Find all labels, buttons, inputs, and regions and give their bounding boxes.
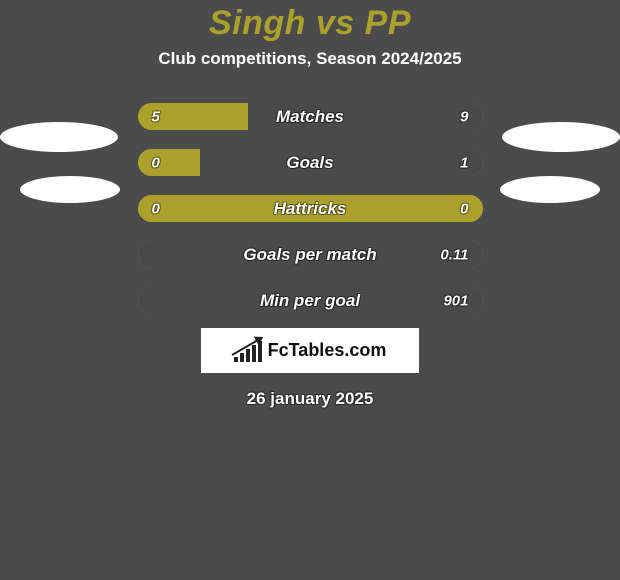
stat-value-right: 901 — [443, 292, 468, 309]
stat-value-left: 0 — [152, 200, 160, 217]
stat-label: Goals — [286, 153, 333, 173]
bar-chart-icon — [234, 340, 262, 362]
stat-label: Hattricks — [274, 199, 347, 219]
season-subtitle: Club competitions, Season 2024/2025 — [158, 49, 461, 69]
stat-value-right: 1 — [460, 154, 468, 171]
snapshot-date: 26 january 2025 — [247, 389, 374, 409]
stat-value-left: 5 — [152, 108, 160, 125]
stat-label: Matches — [276, 107, 344, 127]
stat-label: Min per goal — [260, 291, 360, 311]
stat-row: Min per goal 901 — [0, 287, 620, 314]
side-ellipse-right_inner — [500, 176, 600, 203]
side-ellipse-left_outer — [0, 122, 118, 152]
fctables-logo: FcTables.com — [201, 328, 419, 373]
stat-label: Goals per match — [243, 245, 376, 265]
stat-row: Goals 0 1 — [0, 149, 620, 176]
stat-value-right: 0.11 — [440, 246, 468, 263]
side-ellipse-left_inner — [20, 176, 120, 203]
stat-bar: Matches 5 9 — [138, 103, 483, 130]
stat-bar: Min per goal 901 — [138, 287, 483, 314]
stat-value-right: 9 — [460, 108, 468, 125]
stat-bar-left-fill — [138, 149, 200, 176]
stat-bar: Goals 0 1 — [138, 149, 483, 176]
stat-bar: Hattricks 0 0 — [138, 195, 483, 222]
stat-value-right: 0 — [460, 200, 468, 217]
stat-row: Goals per match 0.11 — [0, 241, 620, 268]
comparison-infographic: Singh vs PP Club competitions, Season 20… — [0, 0, 620, 580]
stat-value-left: 0 — [152, 154, 160, 171]
stat-bar-right-fill — [200, 149, 483, 176]
page-title: Singh vs PP — [209, 4, 411, 43]
side-ellipse-right_outer — [502, 122, 620, 152]
logo-text: FcTables.com — [268, 340, 387, 361]
stat-bar: Goals per match 0.11 — [138, 241, 483, 268]
